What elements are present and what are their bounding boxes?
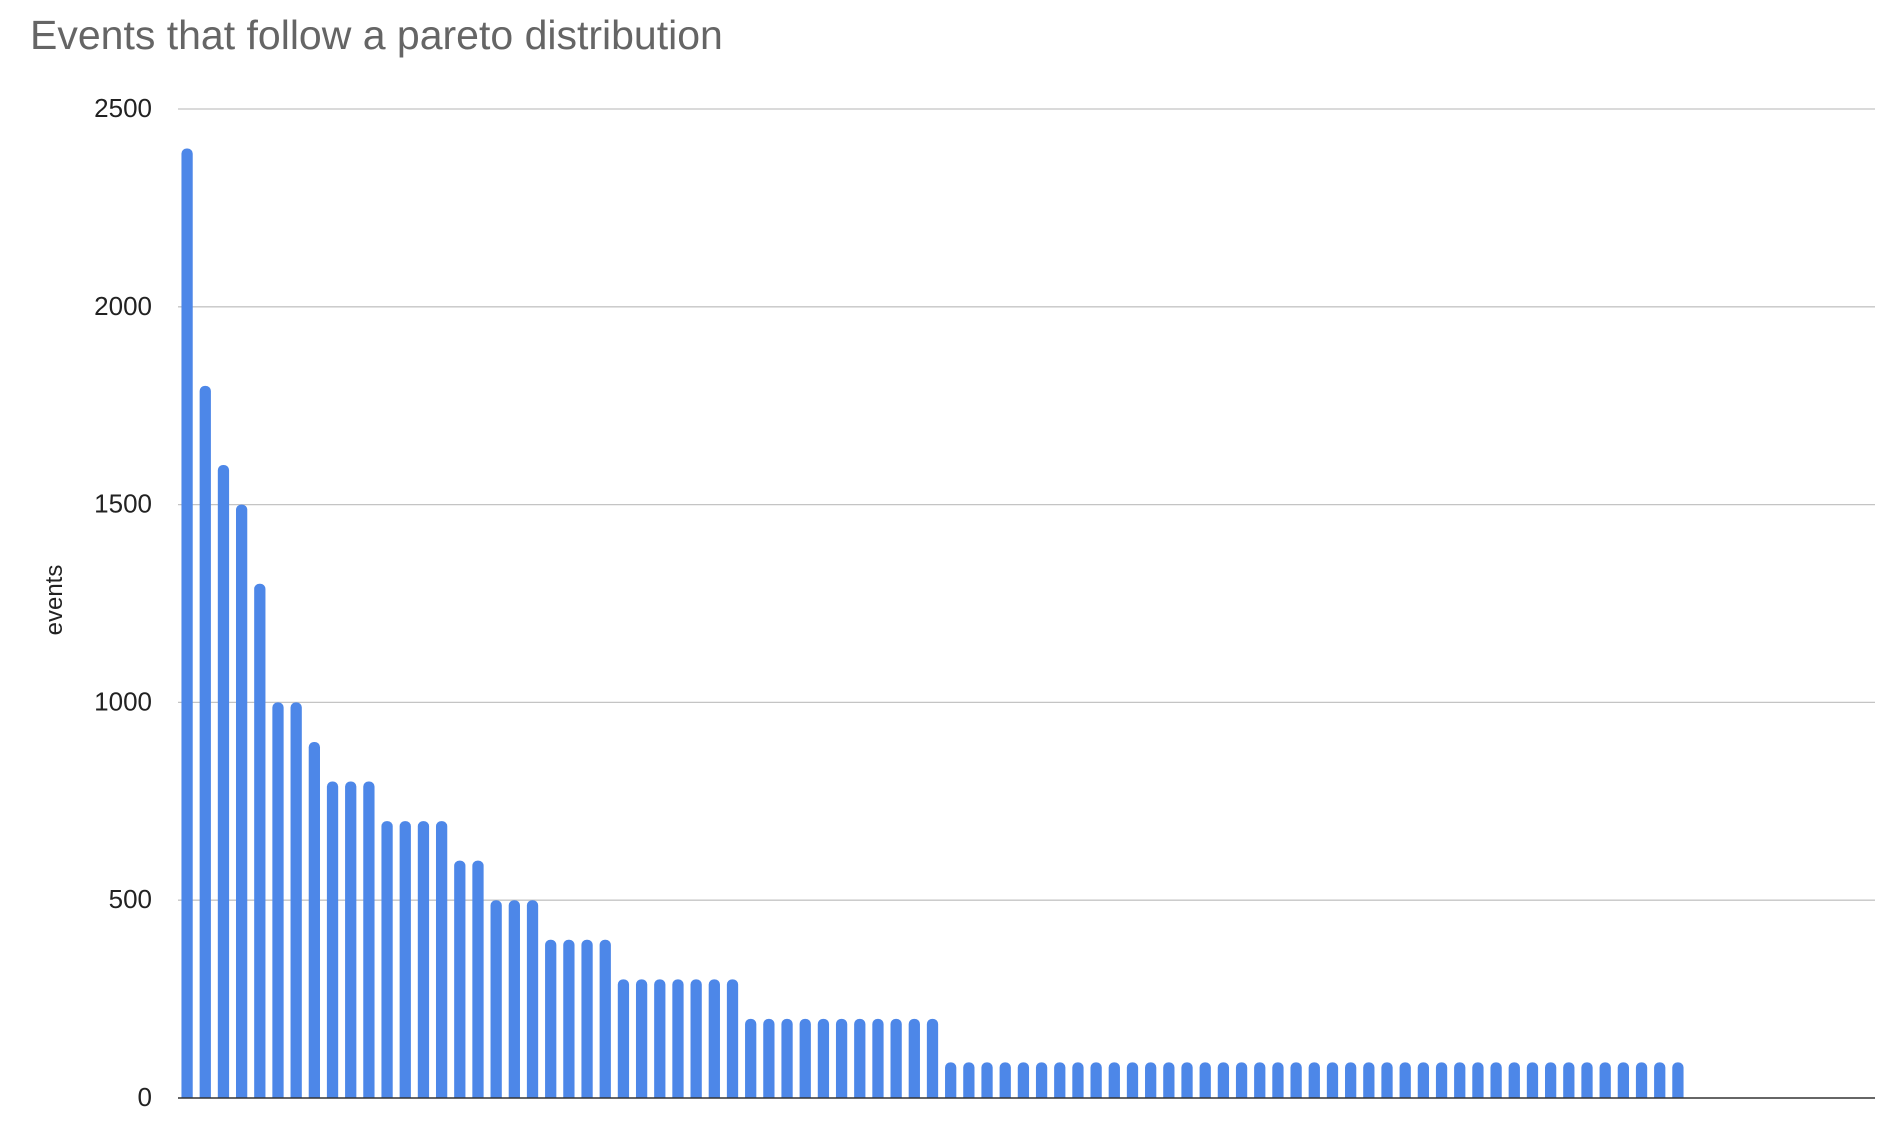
- svg-text:2500: 2500: [94, 93, 152, 123]
- svg-text:500: 500: [109, 884, 152, 914]
- svg-text:1500: 1500: [94, 489, 152, 519]
- svg-text:2000: 2000: [94, 291, 152, 321]
- svg-text:0: 0: [138, 1082, 152, 1112]
- svg-text:1000: 1000: [94, 686, 152, 716]
